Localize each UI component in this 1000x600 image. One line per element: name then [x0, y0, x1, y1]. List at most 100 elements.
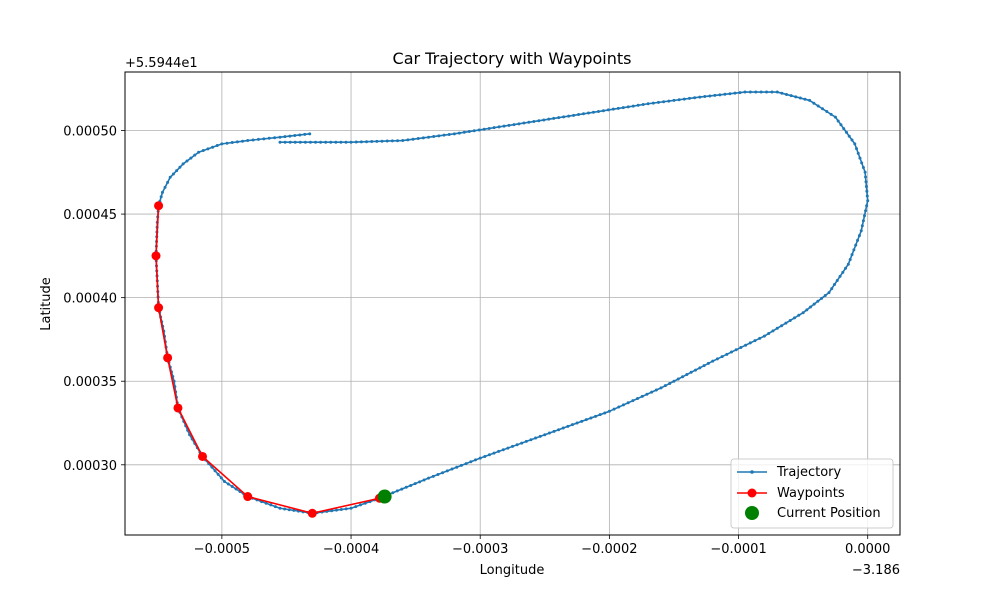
- trajectory-point: [517, 122, 521, 126]
- waypoint-marker: [243, 492, 253, 502]
- trajectory-point: [477, 128, 481, 132]
- trajectory-point: [502, 124, 506, 128]
- trajectory-point: [577, 113, 581, 117]
- chart-title: Car Trajectory with Waypoints: [393, 49, 632, 68]
- trajectory-point: [522, 121, 526, 125]
- trajectory-point: [547, 431, 551, 435]
- trajectory-point: [462, 130, 466, 134]
- trajectory-point: [667, 99, 671, 103]
- trajectory-point: [864, 184, 868, 188]
- trajectory-point: [506, 446, 510, 450]
- trajectory-point: [839, 123, 843, 127]
- trajectory-point: [733, 91, 737, 95]
- trajectory-point: [292, 508, 296, 512]
- trajectory-point: [534, 436, 538, 440]
- trajectory-point: [445, 469, 449, 473]
- y-tick-label: 0.00050: [63, 125, 117, 140]
- trajectory-point: [656, 100, 660, 104]
- trajectory-point: [189, 156, 193, 160]
- trajectory-point: [283, 507, 287, 511]
- trajectory-point: [860, 161, 864, 165]
- trajectory-point: [487, 126, 491, 130]
- trajectory-point: [483, 454, 487, 458]
- trajectory-point: [159, 195, 163, 199]
- trajectory-point: [436, 473, 440, 477]
- trajectory-point: [552, 116, 556, 120]
- trajectory-point: [206, 147, 210, 151]
- trajectory-point: [575, 421, 579, 425]
- trajectory-point: [662, 100, 666, 104]
- trajectory-point: [216, 472, 220, 476]
- trajectory-point: [474, 458, 478, 462]
- trajectory-point: [437, 134, 441, 138]
- trajectory-point: [298, 133, 302, 137]
- trajectory-point: [725, 352, 729, 356]
- trajectory-point: [598, 413, 602, 417]
- trajectory-point: [823, 294, 827, 298]
- trajectory-point: [640, 394, 644, 398]
- legend-swatch-current-position: [745, 506, 759, 520]
- trajectory-point: [537, 119, 541, 123]
- trajectory-point: [211, 145, 215, 149]
- trajectory-point: [396, 139, 400, 143]
- trajectory-point: [363, 501, 367, 505]
- trajectory-point: [708, 94, 712, 98]
- trajectory-point: [682, 97, 686, 101]
- trajectory-point: [650, 390, 654, 394]
- trajectory-point: [785, 92, 789, 96]
- trajectory-point: [636, 397, 640, 401]
- trajectory-point: [596, 109, 600, 113]
- trajectory-point: [820, 296, 824, 300]
- trajectory-point: [418, 480, 422, 484]
- trajectory-point: [330, 509, 334, 513]
- trajectory-point: [344, 507, 348, 511]
- trajectory-point: [562, 115, 566, 119]
- trajectory-point: [663, 384, 667, 388]
- trajectory-point: [457, 131, 461, 135]
- trajectory-point: [487, 453, 491, 457]
- trajectory-point: [234, 487, 238, 491]
- trajectory-point: [681, 375, 685, 379]
- waypoint-marker: [307, 508, 317, 518]
- trajectory-point: [825, 110, 829, 114]
- trajectory-point: [748, 90, 752, 94]
- trajectory-point: [478, 456, 482, 460]
- trajectory-point: [567, 114, 571, 118]
- trajectory-point: [829, 112, 833, 116]
- trajectory-point: [758, 336, 762, 340]
- trajectory-point: [729, 350, 733, 354]
- trajectory-point: [359, 503, 363, 507]
- trajectory-point: [520, 441, 524, 445]
- trajectory-point: [860, 224, 864, 228]
- trajectory-point: [659, 386, 663, 390]
- trajectory-point: [859, 229, 863, 233]
- trajectory-point: [775, 326, 779, 330]
- current-position-marker: [377, 489, 392, 504]
- trajectory-point: [864, 180, 868, 184]
- trajectory-point: [163, 185, 167, 189]
- trajectory-point: [812, 101, 816, 105]
- trajectory-point: [693, 96, 697, 100]
- trajectory-point: [422, 478, 426, 482]
- trajectory-point: [442, 133, 446, 137]
- legend-swatch-trajectory-marker: [750, 470, 754, 474]
- trajectory-point: [385, 139, 389, 143]
- trajectory-point: [801, 311, 805, 315]
- trajectory-point: [335, 508, 339, 512]
- trajectory-point: [413, 482, 417, 486]
- trajectory-point: [230, 485, 234, 489]
- trajectory-point: [278, 140, 282, 144]
- trajectory-point: [380, 139, 384, 143]
- legend: Trajectory Waypoints Current Position: [730, 458, 894, 529]
- trajectory-point: [723, 92, 727, 96]
- trajectory-point: [354, 505, 358, 509]
- trajectory-point: [607, 409, 611, 413]
- trajectory-point: [527, 120, 531, 124]
- trajectory-point: [452, 132, 456, 136]
- y-axis-offset: +5.5944e1: [125, 56, 198, 71]
- trajectory-point: [718, 93, 722, 97]
- trajectory-point: [235, 140, 239, 144]
- trajectory-point: [617, 405, 621, 409]
- trajectory-point: [427, 476, 431, 480]
- x-tick-label: −0.0001: [710, 542, 766, 557]
